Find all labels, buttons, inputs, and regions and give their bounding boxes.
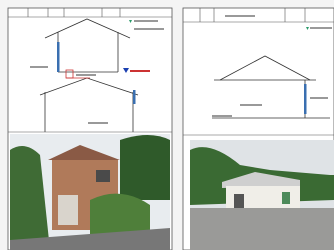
photo-door — [234, 194, 244, 208]
text-line — [310, 27, 332, 29]
screenshot — [0, 0, 334, 250]
text-line — [310, 97, 328, 99]
text-line — [240, 104, 262, 106]
photo-trees — [120, 135, 170, 200]
blue-bar — [304, 84, 307, 114]
photo-house — [10, 134, 170, 250]
text-line — [88, 122, 108, 124]
blue-bar — [57, 42, 60, 72]
right-sheet — [183, 8, 334, 250]
text-line — [225, 15, 255, 17]
page: (() => { const data = JSON.parse(documen… — [0, 0, 334, 250]
text-line — [30, 66, 48, 68]
text-line — [134, 28, 164, 30]
text-line — [134, 20, 158, 22]
photo-window — [96, 170, 110, 182]
text-line — [130, 70, 150, 72]
photo-building — [190, 140, 334, 250]
photo-door — [58, 195, 78, 225]
photo-sign — [282, 192, 290, 204]
photo-gravel-lot — [190, 208, 334, 250]
text-line — [76, 74, 96, 76]
left-sheet — [8, 8, 172, 250]
blue-bar — [133, 90, 136, 104]
text-line — [212, 115, 232, 117]
